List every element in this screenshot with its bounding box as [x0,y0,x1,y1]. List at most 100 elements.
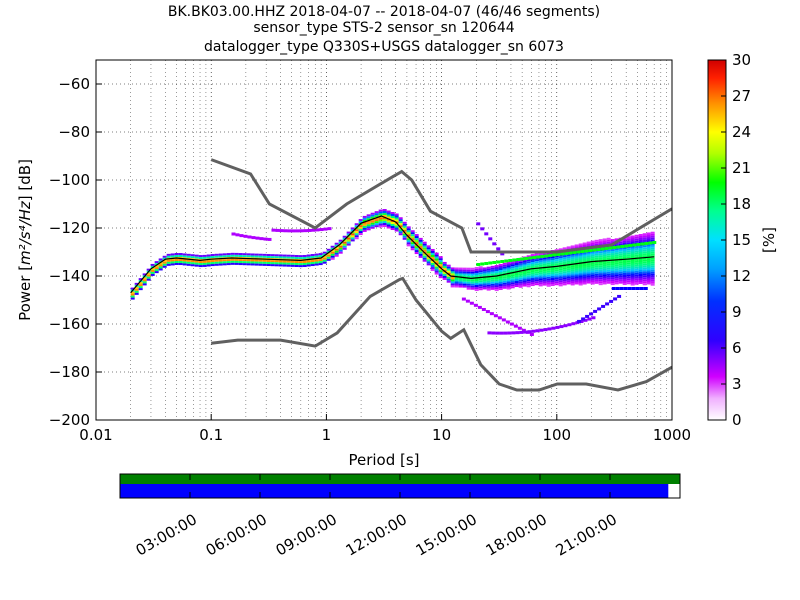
heatmap-cell [510,278,515,281]
heatmap-cell [566,274,571,277]
heatmap-cell [546,272,551,275]
heatmap-cell [558,270,563,273]
heatmap-cell [346,231,351,234]
heatmap-cell [646,266,651,269]
heatmap-cell [611,287,616,290]
heatmap-cell [638,273,643,276]
heatmap-cell [498,264,503,267]
heatmap-cell [578,265,583,268]
heatmap-cell [642,273,647,276]
heatmap-cell [538,282,543,285]
heatmap-cell [495,331,500,335]
heatmap-cell [458,275,463,278]
heatmap-cell [354,225,359,228]
heatmap-cell [250,263,255,266]
heatmap-cell [478,278,483,281]
heatmap-cell [366,216,371,219]
heatmap-cell [158,262,163,265]
heatmap-cell [366,220,371,223]
heatmap-cell [271,228,276,232]
heatmap-cell [590,274,595,277]
heatmap-cell [488,261,493,265]
heatmap-cell [638,235,643,238]
heatmap-cell [560,252,565,256]
heatmap-cell [618,273,623,276]
heatmap-cell [255,236,260,240]
heatmap-cell [246,263,251,266]
heatmap-cell [562,263,567,266]
heatmap-cell [614,260,619,263]
heatmap-cell [650,269,655,272]
heatmap-cell [630,271,635,274]
heatmap-cell [566,278,571,281]
heatmap-cell [402,237,407,240]
heatmap-cell [566,264,571,267]
heatmap-cell [622,272,627,275]
heatmap-cell [634,268,639,271]
heatmap-cell [626,256,631,259]
x-tick-label: 0.1 [199,426,223,444]
heatmap-cell [242,261,247,264]
heatmap-cell [598,267,603,270]
heatmap-cell [142,273,147,276]
heatmap-cell [574,268,579,271]
heatmap-cell [506,269,511,272]
heatmap-cell [634,274,639,277]
heatmap-cell [578,275,583,278]
time-tick-label-group: 03:00:00 [133,510,200,559]
heatmap-cell [386,214,391,217]
heatmap-cell [534,283,539,286]
heatmap-cell [466,275,471,278]
heatmap-cell [526,281,531,284]
heatmap-cell [642,237,647,240]
heatmap-cell [466,279,471,282]
heatmap-cell [470,283,475,286]
heatmap-cell [493,314,498,318]
heatmap-cell [342,247,347,250]
heatmap-cell [558,256,563,259]
heatmap-cell [618,269,623,272]
heatmap-cell [206,254,211,257]
heatmap-cell [430,250,435,253]
heatmap-cell [302,256,307,259]
mode-curve-line [130,215,655,294]
heatmap-cell [262,259,267,262]
heatmap-cell [642,255,647,258]
heatmap-cell [382,223,387,226]
heatmap-cell [510,286,515,289]
heatmap-cell [582,272,587,275]
heatmap-cell [622,246,627,249]
heatmap-cell [634,266,639,269]
colorbar-ticks: 0 3 6 9 12 15 18 21 24 27 30 [721,51,751,429]
heatmap-cell [590,256,595,259]
heatmap-cell [602,278,607,281]
heatmap-cell [566,280,571,283]
heatmap-cell [410,248,415,251]
heatmap-cell [650,237,655,240]
heatmap-cell [638,247,643,250]
heatmap-cell [542,263,547,266]
heatmap-cell [214,253,219,256]
heatmap-cell [206,264,211,267]
heatmap-cell [430,262,435,265]
heatmap-cell [506,267,511,270]
heatmap-cell [482,267,487,270]
colorbar-tick-label: 15 [732,231,751,249]
heatmap-cell [470,273,475,276]
heatmap-cell [610,269,615,272]
heatmap-cell [570,281,575,284]
heatmap-cell [574,272,579,275]
heatmap-cell [418,239,423,242]
heatmap-cell [498,280,503,283]
heatmap-cell [430,252,435,255]
heatmap-cell [586,271,591,274]
heatmap-cell [626,278,631,281]
heatmap-cell [486,274,491,277]
heatmap-cell [586,263,591,266]
heatmap-cell [490,277,495,280]
heatmap-cell [566,254,571,257]
heatmap-cell [454,281,459,284]
heatmap-cell [494,273,499,276]
heatmap-cell [546,256,551,259]
heatmap-cell [470,267,475,270]
